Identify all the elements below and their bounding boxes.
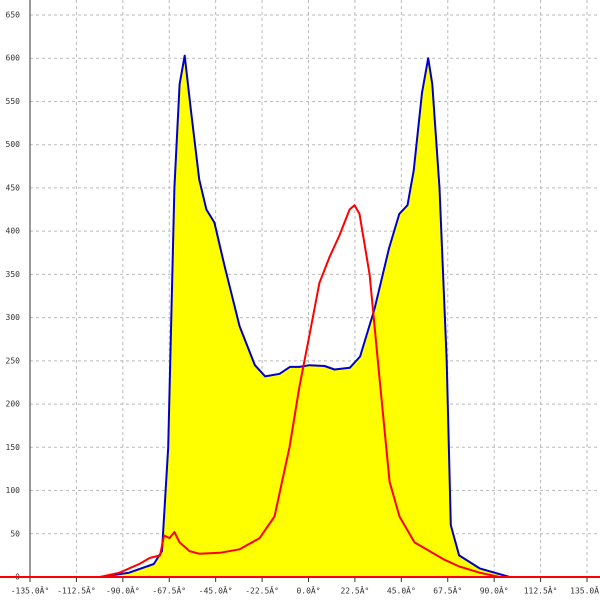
x-tick-label: 0.0Â° xyxy=(296,585,320,596)
y-tick-label: 200 xyxy=(6,400,21,409)
y-tick-label: 150 xyxy=(6,443,21,452)
x-tick-label: 135.0Â° xyxy=(570,585,600,596)
x-tick-label: -112.5Â° xyxy=(57,585,96,596)
x-tick-label: 22.5Â° xyxy=(340,585,369,596)
x-tick-label: 67.5Â° xyxy=(433,585,462,596)
y-tick-label: 650 xyxy=(6,11,21,20)
y-tick-label: 350 xyxy=(6,270,21,279)
line xyxy=(99,204,500,578)
x-tick-label: -90.0Â° xyxy=(106,585,140,596)
y-tick-label: 50 xyxy=(10,529,20,538)
x-tick-label: -135.0Â° xyxy=(11,585,50,596)
y-tick-label: 600 xyxy=(6,54,21,63)
x-tick-label: -22.5Â° xyxy=(245,585,279,596)
y-tick-label: 450 xyxy=(6,183,21,192)
y-tick-label: 500 xyxy=(6,140,21,149)
x-tick-label: -45.0Â° xyxy=(199,585,233,596)
y-tick-label: 400 xyxy=(6,227,21,236)
y-tick-label: 550 xyxy=(6,97,21,106)
x-tick-label: 45.0Â° xyxy=(387,585,416,596)
x-tick-label: 112.5Â° xyxy=(524,585,558,596)
area xyxy=(100,55,510,578)
x-tick-label: -67.5Â° xyxy=(152,585,186,596)
y-tick-label: 250 xyxy=(6,356,21,365)
y-tick-label: 300 xyxy=(6,313,21,322)
x-tick-label: 90.0Â° xyxy=(480,585,509,596)
y-tick-label: 100 xyxy=(6,486,21,495)
